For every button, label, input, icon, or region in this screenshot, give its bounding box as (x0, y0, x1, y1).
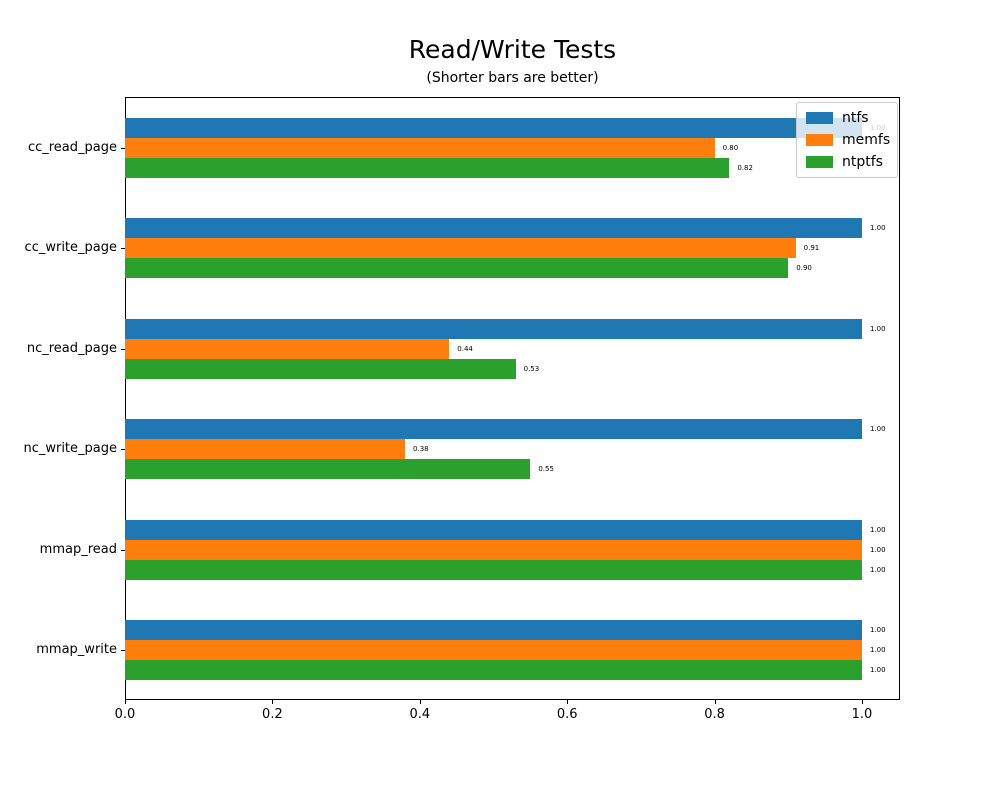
ytick-mmap_write: mmap_write (36, 642, 117, 657)
y-tick-mark (121, 650, 125, 651)
xtick-0.6: 0.6 (556, 707, 578, 722)
bar-memfs-nc_write_page (125, 439, 406, 460)
y-tick-mark (121, 248, 125, 250)
bar-value-label: 1.00 (870, 646, 886, 654)
xtick-0.4: 0.4 (409, 707, 431, 722)
bar-value-label: 0.82 (737, 164, 753, 172)
legend-swatch-ntfs (806, 112, 833, 124)
legend: ntfs memfs ntptfs (796, 102, 898, 178)
bar-value-label: 0.55 (538, 465, 554, 474)
y-tick-mark (121, 348, 125, 350)
legend-label: ntptfs (842, 154, 883, 170)
bar-ntfs-nc_write_page (125, 419, 862, 440)
bar-ntfs-cc_write_page (125, 218, 862, 239)
y-tick-mark (121, 449, 125, 451)
bar-memfs-cc_read_page (125, 138, 715, 158)
bar-value-label: 0.53 (523, 364, 540, 373)
x-tick-mark (714, 700, 716, 704)
bar-value-label: 1.00 (870, 525, 886, 534)
plot-area (125, 97, 900, 700)
chart-title: Read/Write Tests (408, 35, 617, 64)
bar-memfs-mmap_write (125, 640, 862, 660)
ytick-mmap_read: mmap_read (39, 541, 117, 557)
bar-value-label: 0.90 (796, 264, 812, 273)
x-tick-mark (862, 700, 863, 704)
bar-value-label: 1.00 (870, 324, 886, 333)
legend-swatch-ntptfs (806, 156, 833, 168)
bar-ntptfs-cc_write_page (125, 258, 789, 279)
bar-ntptfs-nc_read_page (125, 358, 516, 379)
xtick-1.0: 1.0 (851, 707, 873, 722)
bar-ntfs-cc_read_page (125, 118, 862, 138)
legend-label: memfs (842, 132, 891, 148)
legend-item-ntfs: ntfs (806, 110, 888, 126)
bar-value-label: 1.00 (870, 425, 886, 434)
ytick-cc_write_page: cc_write_page (24, 240, 117, 256)
bar-value-label: 1.00 (870, 626, 886, 634)
ytick-nc_write_page: nc_write_page (23, 441, 117, 457)
x-tick-mark (419, 700, 421, 704)
y-tick-mark (121, 148, 125, 149)
bar-value-label: 0.38 (413, 445, 429, 454)
ytick-cc_read_page: cc_read_page (27, 140, 117, 155)
bar-ntptfs-mmap_read (125, 559, 862, 580)
bar-ntfs-mmap_read (125, 519, 862, 540)
bar-value-label: 1.00 (870, 565, 886, 574)
bar-value-label: 1.00 (870, 224, 886, 233)
legend-swatch-memfs (806, 134, 833, 146)
bar-ntptfs-nc_write_page (125, 459, 531, 480)
bar-ntfs-mmap_write (125, 620, 862, 640)
bar-value-label: 0.44 (457, 344, 473, 353)
bar-memfs-cc_write_page (125, 238, 796, 259)
legend-item-ntptfs: ntptfs (806, 154, 888, 170)
xtick-0.2: 0.2 (262, 707, 283, 722)
legend-item-memfs: memfs (806, 132, 891, 148)
bar-ntfs-nc_read_page (125, 318, 862, 339)
bar-value-label: 0.80 (722, 144, 739, 152)
bar-memfs-nc_read_page (125, 338, 450, 359)
bar-ntptfs-mmap_write (125, 660, 862, 680)
x-tick-mark (567, 700, 569, 704)
y-tick-mark (121, 549, 125, 551)
chart-subtitle: (Shorter bars are better) (426, 70, 599, 86)
x-tick-mark (125, 700, 126, 704)
bar-ntptfs-cc_read_page (125, 158, 730, 178)
bar-value-label: 1.00 (870, 666, 886, 674)
legend-label: ntfs (842, 110, 869, 126)
bar-value-label: 1.00 (870, 545, 886, 554)
x-tick-mark (272, 700, 274, 704)
bar-memfs-mmap_read (125, 539, 862, 560)
xtick-0.0: 0.0 (114, 707, 136, 722)
bar-value-label: 0.91 (803, 244, 820, 253)
xtick-0.8: 0.8 (704, 707, 725, 722)
ytick-nc_read_page: nc_read_page (26, 340, 117, 356)
